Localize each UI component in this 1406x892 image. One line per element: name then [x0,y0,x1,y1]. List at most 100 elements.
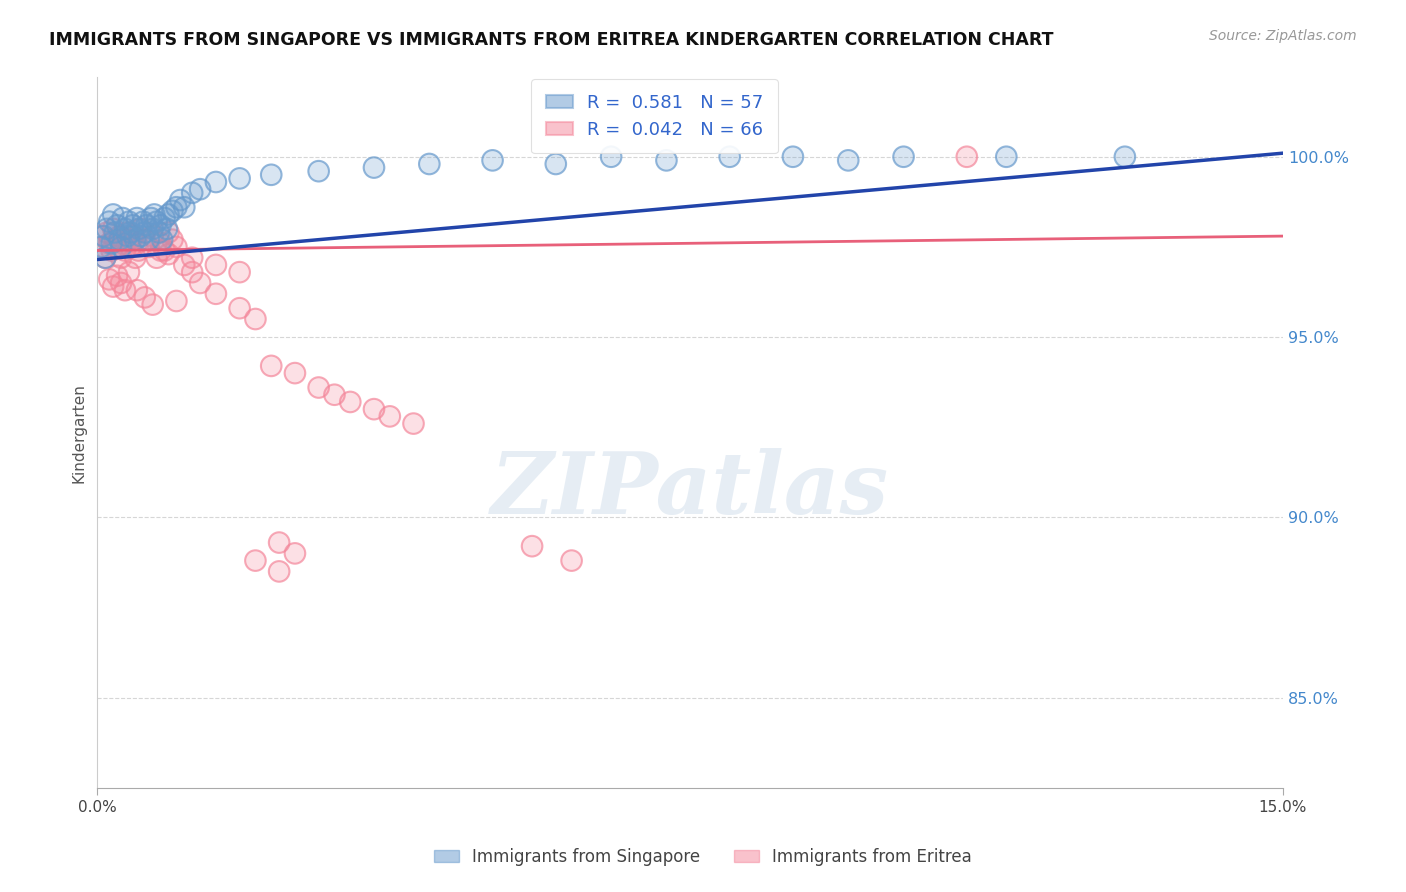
Point [111,236,134,251]
Point [157,207,180,221]
Point [145,251,167,265]
Point [110,276,132,290]
Point [561,553,583,567]
Point [245,312,267,326]
Point [101,279,124,293]
Point [149,219,172,233]
Point [132,215,155,229]
Point [118,233,141,247]
Point [142,229,165,244]
Point [148,226,170,240]
Point [188,182,211,196]
Point [94,251,117,265]
Text: Source: ZipAtlas.com: Source: ZipAtlas.com [1209,29,1357,43]
Point [129,222,152,236]
Point [181,265,204,279]
Point [134,226,156,240]
Point [93,240,115,254]
Legend: R =  0.581   N = 57, R =  0.042   N = 66: R = 0.581 N = 57, R = 0.042 N = 66 [531,79,778,153]
Point [363,161,385,175]
Point [363,402,385,417]
Point [134,233,156,247]
Point [162,233,184,247]
Point [124,251,146,265]
Point [481,153,503,168]
Point [135,219,157,233]
Point [101,222,124,236]
Point [269,535,291,549]
Point [101,207,124,221]
Point [96,222,118,236]
Point [600,150,623,164]
Point [284,366,307,380]
Point [718,150,741,164]
Point [188,182,211,196]
Point [157,207,180,221]
Point [956,150,979,164]
Point [655,153,678,168]
Point [245,553,267,567]
Point [114,222,136,236]
Point [104,226,127,240]
Point [181,251,204,265]
Point [100,244,122,258]
Point [111,211,134,225]
Point [995,150,1018,164]
Point [339,395,361,409]
Point [260,359,283,373]
Point [139,211,162,225]
Point [600,150,623,164]
Point [127,244,149,258]
Point [98,272,121,286]
Point [117,226,139,240]
Point [173,258,195,272]
Point [308,164,330,178]
Point [111,211,134,225]
Point [94,251,117,265]
Point [93,229,115,244]
Point [181,186,204,200]
Point [995,150,1018,164]
Point [205,286,228,301]
Point [114,283,136,297]
Point [165,240,187,254]
Point [149,244,172,258]
Point [108,233,131,247]
Point [269,535,291,549]
Point [108,233,131,247]
Point [96,222,118,236]
Point [260,359,283,373]
Point [122,229,145,244]
Point [118,265,141,279]
Point [188,276,211,290]
Point [893,150,915,164]
Point [125,211,148,225]
Point [205,258,228,272]
Point [134,290,156,304]
Point [157,247,180,261]
Point [110,276,132,290]
Point [110,251,132,265]
Point [110,240,132,254]
Point [228,265,250,279]
Point [378,409,401,424]
Point [228,265,250,279]
Point [129,229,152,244]
Point [156,222,179,236]
Point [165,200,187,214]
Point [228,301,250,316]
Point [117,226,139,240]
Point [655,153,678,168]
Point [153,244,176,258]
Point [138,233,160,247]
Point [165,293,187,308]
Point [323,388,346,402]
Point [104,226,127,240]
Point [284,546,307,560]
Point [142,222,165,236]
Point [125,236,148,251]
Point [96,226,118,240]
Point [363,161,385,175]
Point [145,251,167,265]
Point [114,283,136,297]
